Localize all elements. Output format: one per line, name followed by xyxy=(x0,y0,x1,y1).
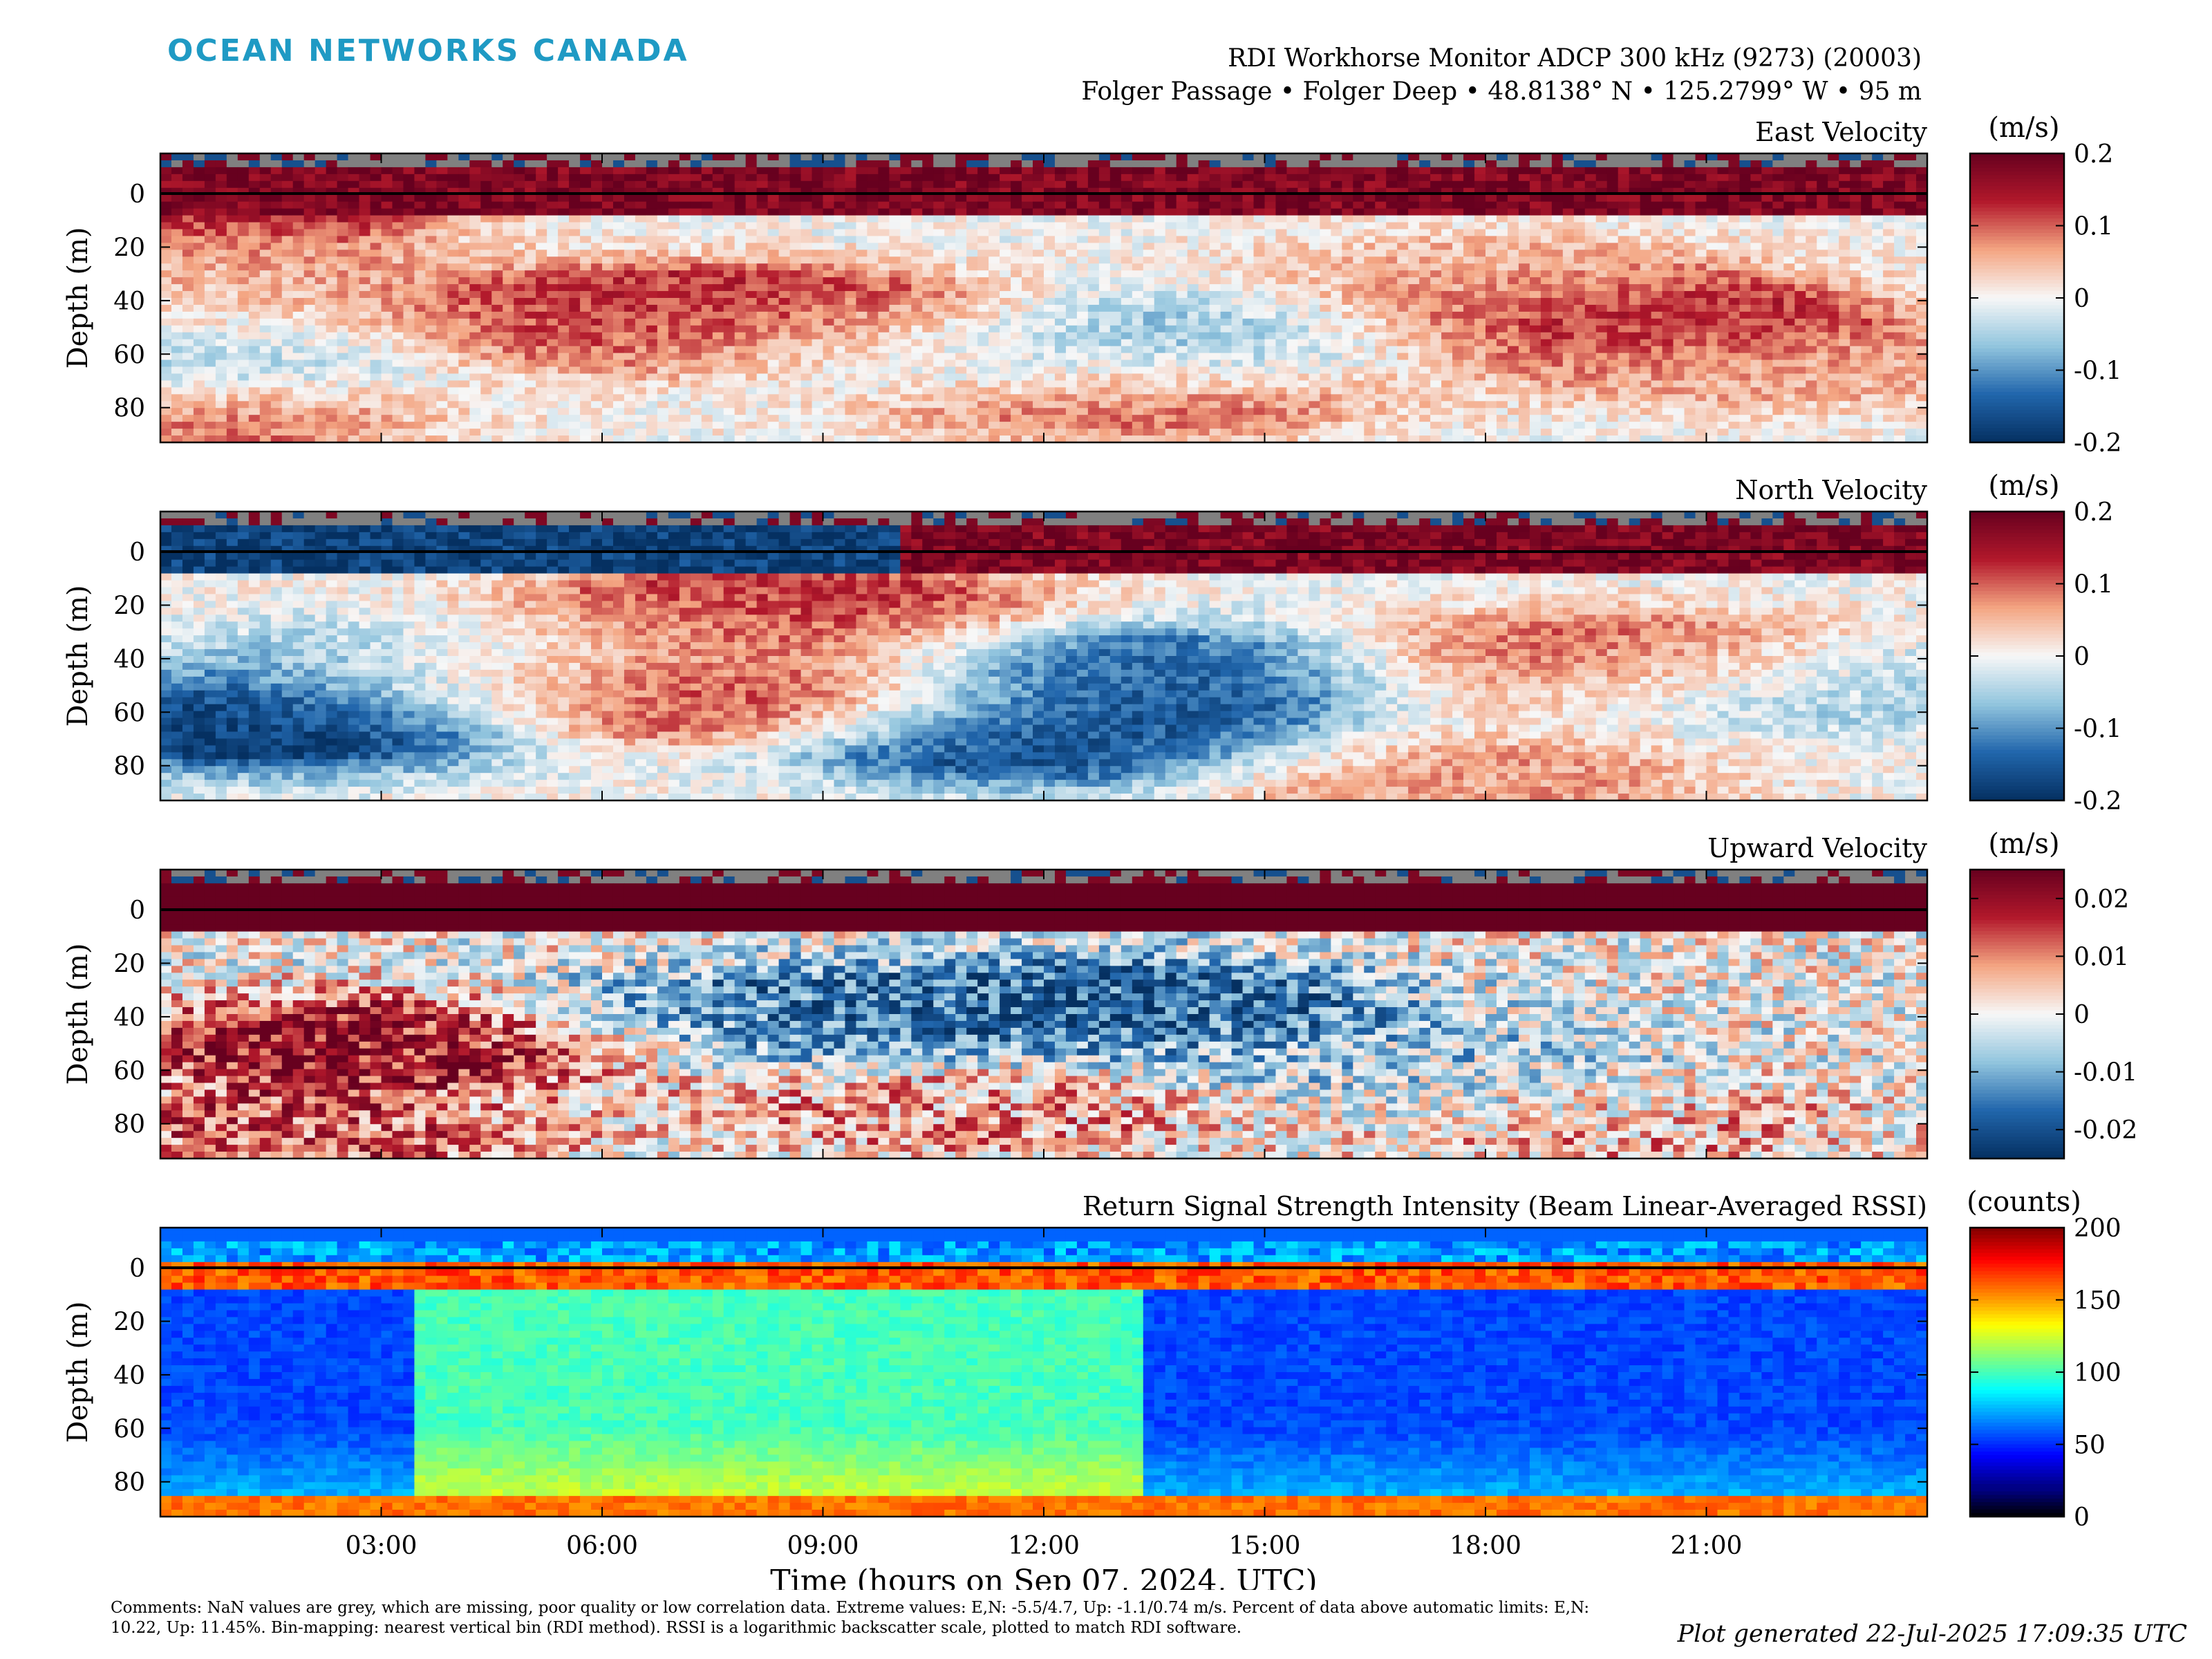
y-axis-label: Depth (m) xyxy=(62,585,94,727)
panel-0: 0 20 40 60 80 Depth (m) East Velocity 0.2 0.1 0 -0… xyxy=(62,112,2121,458)
colorbar-tick-label: -0.1 xyxy=(2074,715,2121,744)
colorbar-tick-label: 50 xyxy=(2074,1432,2106,1460)
y-tick-label: 60 xyxy=(113,341,145,369)
panel-title: East Velocity xyxy=(1755,117,1927,147)
colorbar-tick-label: 150 xyxy=(2074,1287,2121,1315)
colorbar-tick-label: -0.2 xyxy=(2074,787,2121,816)
comments-note: Comments: NaN values are grey, which are… xyxy=(111,1598,1590,1638)
plot-generated-timestamp: Plot generated 22-Jul-2025 17:09:35 UTC xyxy=(1678,1620,2187,1648)
colorbar-tick-label: 0.02 xyxy=(2074,885,2129,914)
colorbar-unit-label: (m/s) xyxy=(1988,828,2059,860)
x-tick-label: 09:00 xyxy=(787,1532,859,1560)
x-tick-label: 06:00 xyxy=(566,1532,638,1560)
x-tick-label: 18:00 xyxy=(1450,1532,1521,1560)
colorbar: 0.2 0.1 0 -0.1 -0.2 (m/s) xyxy=(1970,112,2121,458)
colorbar-tick-label: -0.02 xyxy=(2074,1116,2137,1145)
heatmap-cells xyxy=(160,153,1928,443)
y-tick-label: 20 xyxy=(113,1308,145,1336)
colorbar-unit-label: (m/s) xyxy=(1988,470,2059,502)
colorbar-tick-label: 0.2 xyxy=(2074,498,2113,527)
panel-title: North Velocity xyxy=(1735,475,1927,505)
panel-1: 0 20 40 60 80 Depth (m) North Velocity 0.2 0.1 0 -… xyxy=(62,470,2121,816)
y-tick-label: 60 xyxy=(113,699,145,727)
y-tick-label: 0 xyxy=(129,538,145,567)
y-tick-label: 40 xyxy=(113,1004,145,1032)
colorbar-tick-label: 0.1 xyxy=(2074,571,2113,599)
panel-title: Upward Velocity xyxy=(1707,833,1927,863)
y-tick-label: 0 xyxy=(129,1255,145,1283)
y-tick-label: 40 xyxy=(113,1362,145,1390)
panel-3: 0 20 40 60 80 Depth (m) Return Signal Strength… xyxy=(62,1186,2121,1532)
colorbar-tick-label: 0.01 xyxy=(2074,943,2129,971)
y-tick-label: 0 xyxy=(129,897,145,925)
colorbar-tick-label: 0 xyxy=(2074,643,2090,671)
y-tick-label: 40 xyxy=(113,646,145,674)
y-tick-label: 60 xyxy=(113,1415,145,1443)
y-tick-label: 80 xyxy=(113,1469,145,1497)
adcp-plots: 0 20 40 60 80 Depth (m) East Velocity 0.2 0.1 0 -0… xyxy=(0,0,2212,1590)
colorbar: 0.02 0.01 0 -0.01 -0.02 (m/s) xyxy=(1970,828,2137,1159)
colorbar-tick-label: 0 xyxy=(2074,1001,2090,1029)
x-axis-label: Time (hours on Sep 07, 2024, UTC) xyxy=(770,1564,1317,1590)
y-tick-label: 20 xyxy=(113,592,145,620)
colorbar-tick-label: 200 xyxy=(2074,1215,2121,1243)
colorbar-tick-label: -0.1 xyxy=(2074,357,2121,386)
heatmap-cells xyxy=(160,512,1928,801)
y-tick-label: 80 xyxy=(113,1111,145,1139)
colorbar: 0.2 0.1 0 -0.1 -0.2 (m/s) xyxy=(1970,470,2121,816)
colorbar-unit-label: (m/s) xyxy=(1988,112,2059,144)
colorbar-unit-label: (counts) xyxy=(1967,1186,2081,1218)
y-axis-label: Depth (m) xyxy=(62,227,94,368)
panel-title: Return Signal Strength Intensity (Beam L… xyxy=(1082,1191,1927,1221)
colorbar-tick-label: -0.01 xyxy=(2074,1059,2137,1087)
y-tick-label: 40 xyxy=(113,288,145,316)
colorbar-tick-label: 100 xyxy=(2074,1359,2121,1387)
colorbar-tick-label: 0 xyxy=(2074,1503,2090,1532)
heatmap-cells xyxy=(160,870,1928,1159)
colorbar-tick-label: -0.2 xyxy=(2074,429,2121,458)
x-tick-label: 15:00 xyxy=(1229,1532,1301,1560)
x-tick-label: 03:00 xyxy=(346,1532,418,1560)
colorbar-tick-label: 0.1 xyxy=(2074,213,2113,241)
x-tick-label: 12:00 xyxy=(1008,1532,1080,1560)
colorbar: 200 150 100 50 0 (counts) xyxy=(1967,1186,2121,1532)
colorbar-tick-label: 0.2 xyxy=(2074,140,2113,169)
colorbar-tick-label: 0 xyxy=(2074,285,2090,313)
y-tick-label: 80 xyxy=(113,395,145,423)
heatmap-cells xyxy=(160,1228,1928,1517)
y-tick-label: 60 xyxy=(113,1057,145,1085)
x-tick-label: 21:00 xyxy=(1671,1532,1743,1560)
y-tick-label: 0 xyxy=(129,180,145,209)
y-tick-label: 20 xyxy=(113,950,145,978)
y-tick-label: 20 xyxy=(113,234,145,262)
y-axis-label: Depth (m) xyxy=(62,943,94,1085)
y-tick-label: 80 xyxy=(113,753,145,781)
y-axis-label: Depth (m) xyxy=(62,1301,94,1443)
